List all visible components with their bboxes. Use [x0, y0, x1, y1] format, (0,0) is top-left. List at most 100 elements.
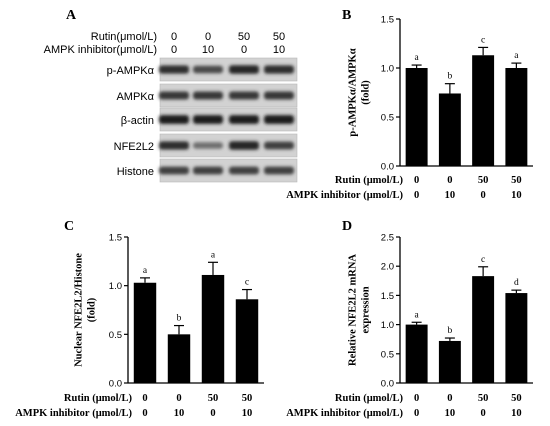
bar [133, 282, 157, 383]
rutin-dose-value: 0 [447, 175, 452, 186]
panel-letter-b: B [342, 8, 351, 23]
blot-band [193, 65, 223, 74]
blot-band [264, 166, 294, 175]
blot-ampk-value: 0 [171, 44, 177, 56]
y-tick-label: 0.5 [381, 113, 394, 124]
blot-band [229, 166, 259, 175]
y-tick-label: 0.5 [109, 330, 122, 341]
blot-ampk-value: 0 [241, 44, 247, 56]
panel-letter-a: A [66, 8, 77, 23]
ampk-row-label: AMPK inhibitor (μmol/L) [286, 190, 403, 201]
blot-band [229, 141, 259, 150]
blot-band [193, 91, 223, 100]
y-tick-label: 1.0 [109, 281, 122, 292]
y-axis-title: Nuclear NFE2L2/Histone (fold) [74, 253, 98, 367]
ampk-dose-value: 10 [242, 408, 253, 419]
y-tick-label: 1.5 [109, 233, 122, 244]
rutin-dose-value: 0 [142, 393, 147, 404]
rutin-dose-value: 50 [478, 175, 489, 186]
panel-b-chart: B 0.0 0.5 1.0 1.5 p-AMPKα/AMPKα (fold) a 0 0 b 0 10 c… [286, 8, 533, 201]
blot-band [264, 141, 294, 150]
ampk-dose-value: 10 [445, 408, 456, 419]
significance-letter: a [415, 53, 420, 63]
y-tick-label: 0.0 [381, 162, 394, 173]
bar [405, 324, 428, 383]
blot-band [264, 115, 294, 124]
y-axis-title-line: Relative NFE2L2 mRNA [348, 254, 359, 366]
bar [235, 299, 259, 383]
bar [472, 276, 495, 383]
significance-letter: d [514, 278, 519, 288]
rutin-dose-value: 50 [208, 393, 219, 404]
blot-rutin-value: 50 [273, 31, 285, 43]
ampk-dose-value: 10 [511, 408, 522, 419]
y-tick-label: 0.5 [381, 349, 394, 360]
rutin-row-label: Rutin (μmol/L) [64, 393, 133, 404]
rutin-dose-value: 50 [478, 393, 489, 404]
blot-band [193, 166, 223, 175]
blot-rutin-label: Rutin(μmol/L) [91, 31, 157, 43]
blot-band [159, 141, 189, 150]
panel-c-chart: C 0.0 0.5 1.0 1.5 Nuclear NFE2L2/Histone (fold… [15, 219, 264, 419]
y-axis-title-line: Nuclear NFE2L2/Histone [74, 253, 85, 367]
blot-band [264, 91, 294, 100]
ampk-row-label: AMPK inhibitor (μmol/L) [286, 408, 403, 419]
blot-band [229, 91, 259, 100]
blot-rutin-value: 50 [238, 31, 250, 43]
y-tick-label: 1.5 [381, 15, 394, 26]
bar [405, 68, 428, 166]
blot-rutin-value: 0 [171, 31, 177, 43]
blot-band [159, 91, 189, 100]
blot-row-label: p-AMPKα [107, 65, 155, 77]
blot-band [159, 115, 189, 124]
bar [167, 334, 191, 383]
blot-band [159, 65, 189, 74]
significance-letter: b [177, 314, 182, 324]
blot-row-label: AMPKα [116, 91, 154, 103]
bar [438, 340, 461, 383]
rutin-dose-value: 0 [414, 393, 419, 404]
rutin-dose-value: 0 [176, 393, 181, 404]
blot-row-label: NFE2L2 [114, 141, 154, 153]
y-axis-title-line: p-AMPKα/AMPKα [348, 48, 359, 136]
ampk-dose-value: 10 [511, 190, 522, 201]
rutin-dose-value: 50 [511, 175, 522, 186]
ampk-row-label: AMPK inhibitor (μmol/L) [15, 408, 132, 419]
y-axis-title-line: expression [361, 286, 372, 333]
panel-letter-c: C [64, 219, 74, 234]
significance-letter: a [211, 250, 216, 260]
blot-rutin-value: 0 [205, 31, 211, 43]
ampk-dose-value: 0 [210, 408, 215, 419]
ampk-dose-value: 0 [142, 408, 147, 419]
significance-letter: c [481, 35, 485, 45]
blot-ampk-inhibitor-label: AMPK inhibitor(μmol/L) [44, 44, 157, 56]
blot-ampk-value: 10 [273, 44, 285, 56]
blot-ampk-value: 10 [202, 44, 214, 56]
ampk-dose-value: 10 [445, 190, 456, 201]
bar [438, 93, 461, 166]
significance-letter: c [245, 278, 249, 288]
significance-letter: b [448, 326, 453, 336]
y-tick-label: 0.0 [381, 379, 394, 390]
significance-letter: a [415, 310, 420, 320]
y-tick-label: 2.5 [381, 233, 394, 244]
y-axis-title-line: (fold) [87, 297, 98, 322]
blot-band [159, 166, 189, 175]
blot-row-label: Histone [117, 166, 154, 178]
blot-band [193, 115, 223, 124]
panel-d-chart: D 0.0 0.5 1.0 1.5 2.0 2.5 Relative NFE2L2 mRNA e… [286, 219, 533, 419]
blot-band [229, 65, 259, 74]
bar [505, 68, 528, 166]
significance-letter: a [514, 51, 519, 61]
panel-letter-d: D [342, 219, 352, 234]
y-axis-title-line: (fold) [361, 80, 372, 105]
y-axis-title: Relative NFE2L2 mRNA expression [348, 254, 372, 366]
rutin-dose-value: 0 [414, 175, 419, 186]
rutin-row-label: Rutin (μmol/L) [335, 393, 404, 404]
rutin-dose-value: 50 [242, 393, 253, 404]
rutin-dose-value: 0 [447, 393, 452, 404]
significance-letter: b [448, 72, 453, 82]
blot-row-label: β-actin [121, 115, 154, 127]
